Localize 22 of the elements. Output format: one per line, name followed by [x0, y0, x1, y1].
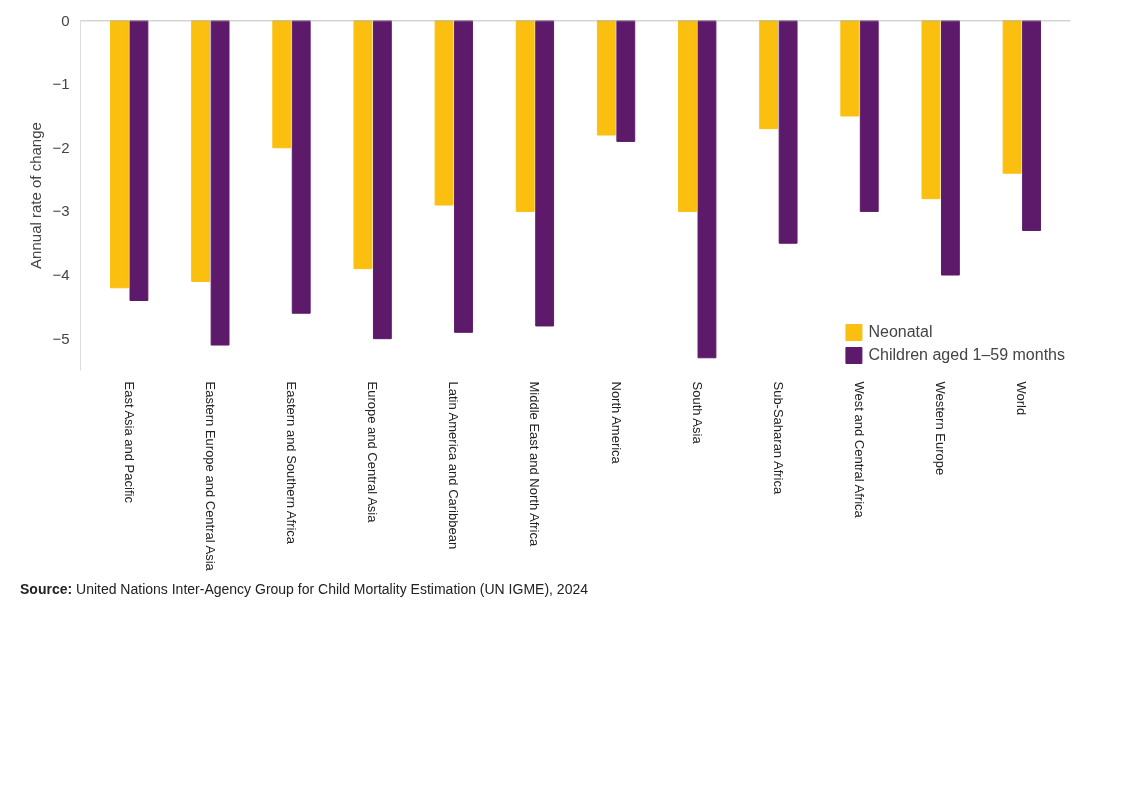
y-tick-label: −4 [52, 266, 70, 284]
legend-label: Children aged 1–59 months [868, 346, 1065, 364]
x-tick-label: East Asia and Pacific [121, 381, 137, 504]
y-tick-label: 0 [61, 11, 70, 29]
x-tick-label: Western Europe [933, 381, 949, 476]
x-tick-label: Eastern Europe and Central Asia [202, 381, 218, 572]
y-tick-label: −3 [52, 202, 70, 220]
x-tick-label: Latin America and Caribbean [446, 381, 462, 550]
legend-label: Neonatal [868, 323, 933, 341]
x-tick-label: Europe and Central Asia [365, 381, 381, 524]
x-tick-label: North America [608, 381, 624, 465]
y-tick-label: −5 [52, 329, 70, 347]
x-tick-label: Sub-Saharan Africa [770, 381, 786, 495]
source-note: Source: United Nations Inter-Agency Group for Child Mortality Estimation (UN IGME), 2024 [20, 580, 588, 599]
x-tick-label: Middle East and North Africa [527, 381, 543, 548]
x-tick-label: World [1014, 381, 1030, 416]
x-tick-label: West and Central Africa [852, 381, 868, 519]
y-axis-title: Annual rate of change [27, 122, 45, 269]
y-tick-label: −1 [52, 75, 70, 93]
y-tick-label: −2 [52, 138, 70, 156]
x-tick-label: Eastern and Southern Africa [283, 381, 299, 545]
x-tick-label: South Asia [689, 381, 705, 445]
